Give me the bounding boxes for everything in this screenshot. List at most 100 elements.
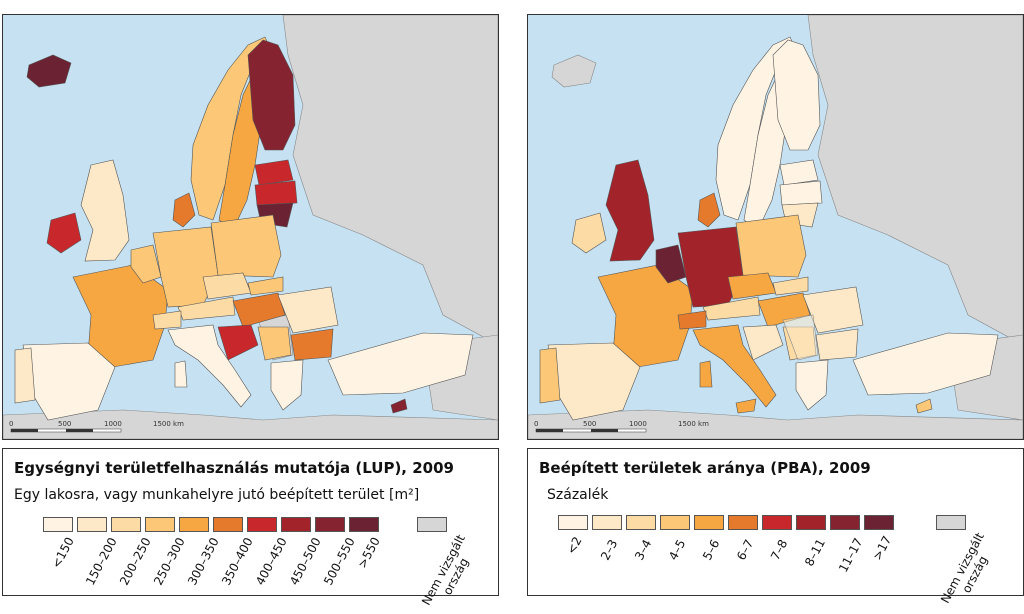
croatia-region bbox=[742, 324, 784, 361]
pba-swatch-9 bbox=[864, 515, 894, 530]
ireland-region bbox=[46, 212, 82, 254]
switzerland-region bbox=[677, 310, 707, 330]
iceland-region bbox=[26, 54, 72, 88]
poland-region bbox=[210, 214, 282, 278]
hungary-region bbox=[232, 292, 286, 328]
sardinia-region bbox=[699, 360, 713, 388]
serbia-region bbox=[257, 326, 292, 361]
bulgaria-region bbox=[290, 328, 334, 361]
pba-swatch-5 bbox=[728, 515, 758, 530]
romania-region bbox=[277, 286, 339, 334]
pba-swatch-7 bbox=[796, 515, 826, 530]
austria-region bbox=[177, 296, 236, 321]
benelux-region bbox=[130, 244, 162, 284]
pba-swatch-6 bbox=[762, 515, 792, 530]
latvia-region bbox=[779, 180, 823, 206]
lup-swatch-5 bbox=[213, 517, 243, 532]
lup-swatch-label-8: 500–550 bbox=[321, 535, 358, 588]
estonia-region bbox=[254, 159, 294, 186]
denmark-region bbox=[697, 192, 721, 228]
portugal-region bbox=[14, 347, 36, 404]
pba-nodata-label: Nem vizsgált ország bbox=[938, 530, 999, 612]
uk-region bbox=[80, 159, 130, 262]
pba-map: 0 500 1000 1500 km bbox=[527, 14, 1024, 440]
scale-label-500: 500 bbox=[58, 420, 71, 428]
cyprus-region bbox=[390, 398, 408, 414]
balkans-west-region bbox=[782, 314, 819, 361]
lup-swatch-7 bbox=[281, 517, 311, 532]
slovakia-region bbox=[247, 276, 284, 296]
lup-title: Egységnyi területfelhasználás mutatója (… bbox=[14, 459, 454, 477]
norway-region bbox=[715, 36, 799, 221]
pba-swatch-4 bbox=[694, 515, 724, 530]
scale-bar bbox=[535, 428, 647, 433]
pba-subtitle: Százalék bbox=[547, 487, 609, 503]
lup-swatch-8 bbox=[315, 517, 345, 532]
pba-swatch-label-8: 11–17 bbox=[836, 535, 866, 575]
lup-swatch-label-7: 450–500 bbox=[287, 535, 324, 588]
pba-swatch-label-9: >17 bbox=[870, 533, 895, 563]
pba-swatch-label-1: 2–3 bbox=[598, 537, 621, 563]
benelux-region bbox=[655, 244, 687, 284]
lup-swatch-label-5: 350–400 bbox=[219, 535, 256, 588]
lup-swatch-1 bbox=[77, 517, 107, 532]
lup-swatch-3 bbox=[145, 517, 175, 532]
lup-swatch-9 bbox=[349, 517, 379, 532]
czech-region bbox=[202, 272, 252, 300]
lup-nodata-label: Nem vizsgált ország bbox=[419, 532, 480, 614]
lup-subtitle: Egy lakosra, vagy munkahelyre jutó beépí… bbox=[14, 487, 420, 503]
scale-label-500: 500 bbox=[583, 420, 596, 428]
pba-swatch-label-5: 6–7 bbox=[734, 537, 757, 563]
scale-label-0: 0 bbox=[534, 420, 538, 428]
lup-swatch-label-9: >550 bbox=[355, 534, 383, 571]
spain-region bbox=[22, 342, 116, 421]
turkey-region bbox=[327, 332, 474, 396]
ireland-region bbox=[571, 212, 607, 254]
switzerland-region bbox=[152, 310, 182, 330]
greece-region bbox=[270, 359, 304, 411]
pba-nodata-swatch bbox=[936, 515, 966, 530]
pba-swatch-2 bbox=[626, 515, 656, 530]
portugal-region bbox=[539, 347, 561, 404]
sicily-region bbox=[735, 398, 757, 414]
bulgaria-region bbox=[815, 328, 859, 361]
pba-swatch-label-7: 8–11 bbox=[802, 536, 828, 569]
scale-bar bbox=[10, 428, 122, 433]
greece-region bbox=[795, 359, 829, 411]
spain-region bbox=[547, 342, 641, 421]
austria-region bbox=[702, 296, 761, 321]
scale-label-1000: 1000 bbox=[104, 420, 122, 428]
finland-region bbox=[247, 39, 296, 151]
italy-region bbox=[167, 324, 252, 408]
pba-title: Beépített területek aránya (PBA), 2009 bbox=[539, 459, 871, 477]
lup-swatch-4 bbox=[179, 517, 209, 532]
pba-swatch-3 bbox=[660, 515, 690, 530]
lup-swatch-6 bbox=[247, 517, 277, 532]
denmark-region bbox=[172, 192, 196, 228]
pba-swatch-label-4: 5–6 bbox=[700, 537, 723, 563]
pba-swatch-0 bbox=[558, 515, 588, 530]
pba-swatch-8 bbox=[830, 515, 860, 530]
russia-region bbox=[807, 15, 1023, 346]
italy-region bbox=[692, 324, 777, 408]
lup-map: 0 500 1000 1500 km bbox=[2, 14, 499, 440]
north-africa-region bbox=[3, 409, 498, 439]
lup-swatch-label-0: <150 bbox=[49, 534, 77, 571]
turkey-region bbox=[852, 332, 999, 396]
cyprus-region bbox=[915, 398, 933, 414]
lup-swatch-label-3: 250–300 bbox=[151, 535, 188, 588]
latvia-region bbox=[254, 180, 298, 206]
lup-swatch-label-4: 300–350 bbox=[185, 535, 222, 588]
norway-region bbox=[190, 36, 274, 221]
slovakia-region bbox=[772, 276, 809, 296]
lup-swatch-2 bbox=[111, 517, 141, 532]
lup-legend: Egységnyi területfelhasználás mutatója (… bbox=[2, 448, 499, 608]
scale-label-1500: 1500 km bbox=[678, 420, 709, 428]
scale-label-0: 0 bbox=[9, 420, 13, 428]
czech-region bbox=[727, 272, 777, 300]
sardinia-region bbox=[174, 360, 188, 388]
pba-swatch-label-3: 4–5 bbox=[666, 537, 689, 563]
russia-region bbox=[282, 15, 498, 346]
poland-region bbox=[735, 214, 807, 278]
lup-swatch-label-6: 400–450 bbox=[253, 535, 290, 588]
